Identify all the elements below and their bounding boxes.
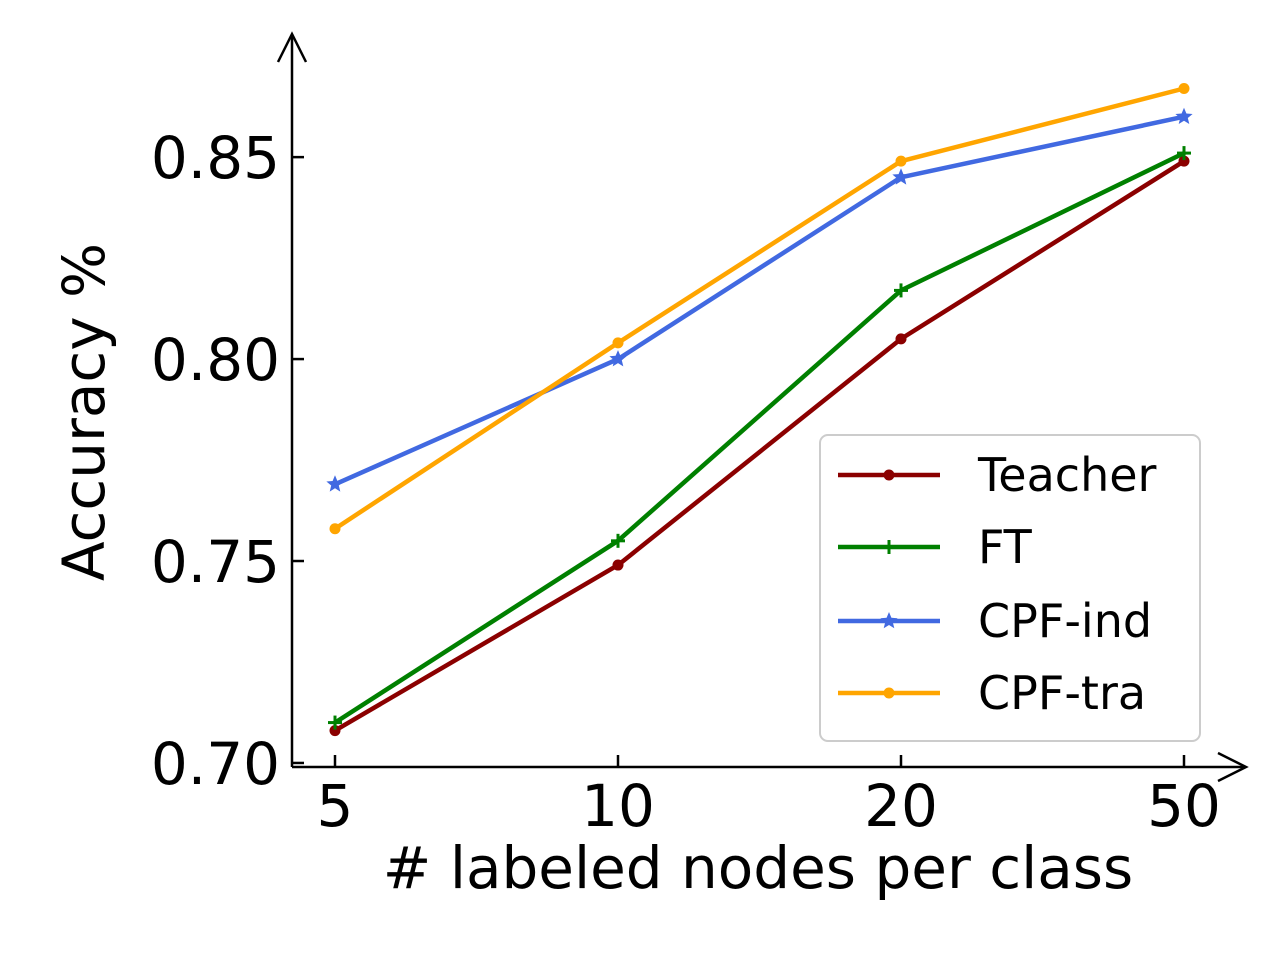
x-axis-arrow <box>1217 751 1249 783</box>
series-line-ft <box>332 150 1187 725</box>
data-point-cpf-tra <box>895 155 907 167</box>
legend-marker <box>883 687 895 699</box>
y-tick-label: 0.85 <box>151 124 280 192</box>
data-point-cpf-tra <box>612 337 624 349</box>
legend-item-cpf-ind: CPF-ind <box>838 594 1152 648</box>
legend-label: Teacher <box>977 448 1157 502</box>
legend-box <box>819 434 1201 742</box>
y-tick-label: 0.80 <box>151 326 280 394</box>
series-line-cpf-ind <box>332 114 1187 487</box>
y-ticks: 0.70 0.75 0.80 0.85 <box>151 124 304 798</box>
data-point-cpf-ind <box>609 350 627 367</box>
y-tick-label: 0.70 <box>151 730 280 798</box>
series-cpf-tra <box>329 82 1190 535</box>
x-tick-label: 50 <box>1147 772 1221 840</box>
series-group <box>326 82 1193 737</box>
series-ft <box>328 146 1191 730</box>
series-cpf-ind <box>326 107 1193 492</box>
legend: Teacher FT CPF-ind CPF-tra <box>819 434 1201 742</box>
legend-label: FT <box>978 520 1033 574</box>
data-point-teacher <box>1178 155 1190 167</box>
legend-marker <box>883 469 895 481</box>
y-axis-arrow <box>276 31 308 63</box>
y-axis-label: Accuracy % <box>50 243 118 581</box>
legend-label: CPF-ind <box>978 594 1152 648</box>
x-tick-label: 5 <box>317 772 354 840</box>
data-point-ft <box>894 283 908 298</box>
data-point-cpf-ind <box>326 475 344 492</box>
x-tick-label: 10 <box>581 772 655 840</box>
y-tick-label: 0.75 <box>151 528 280 596</box>
series-teacher <box>329 155 1190 737</box>
legend-marker <box>880 612 898 629</box>
legend-marker <box>882 540 896 554</box>
legend-label: CPF-tra <box>978 666 1146 720</box>
data-point-cpf-ind <box>1175 107 1193 124</box>
x-ticks: 5 10 20 50 <box>317 755 1221 840</box>
data-point-cpf-ind <box>892 168 910 185</box>
x-tick-label: 20 <box>864 772 938 840</box>
data-point-teacher <box>612 559 624 571</box>
series-line-cpf-tra <box>332 86 1187 531</box>
legend-item-cpf-tra: CPF-tra <box>838 666 1146 720</box>
data-point-cpf-tra <box>329 523 341 535</box>
series-line-teacher <box>332 158 1187 733</box>
data-point-ft <box>1177 146 1191 161</box>
data-point-teacher <box>329 725 341 737</box>
data-point-ft <box>611 533 625 548</box>
legend-item-teacher: Teacher <box>838 448 1157 502</box>
data-point-ft <box>328 715 342 730</box>
data-point-teacher <box>895 333 907 345</box>
x-axis-label: # labeled nodes per class <box>383 834 1133 902</box>
legend-item-ft: FT <box>838 520 1033 574</box>
data-point-cpf-tra <box>1178 82 1190 94</box>
